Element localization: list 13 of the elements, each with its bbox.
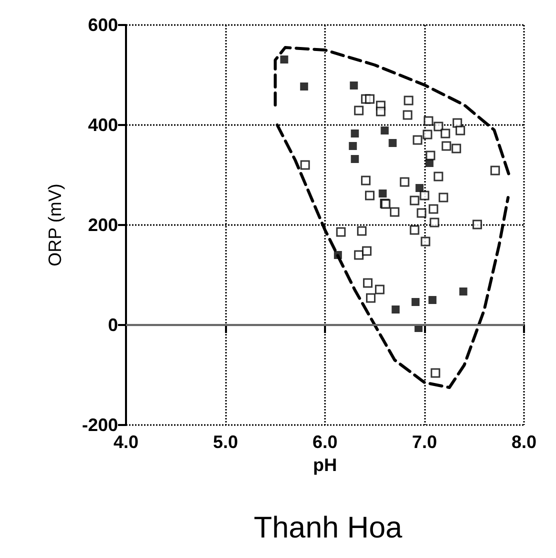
- y-tick-label: 0: [108, 315, 118, 335]
- x-tick-label: 8.0: [511, 432, 537, 452]
- y-tick-label: 400: [88, 115, 118, 135]
- y-axis-title: ORP (mV): [45, 184, 65, 266]
- y-tick-label: -200: [82, 415, 118, 435]
- y-tick-label: 200: [88, 215, 118, 235]
- y-tick-label: 600: [88, 15, 118, 35]
- x-tick-label: 7.0: [412, 432, 438, 452]
- x-axis-title: pH: [313, 454, 337, 475]
- text: Thanh Hoa: [254, 512, 403, 544]
- x-tick-label: 5.0: [212, 432, 238, 452]
- x-tick-label: 6.0: [312, 432, 338, 452]
- x-tick-label: 4.0: [113, 432, 139, 452]
